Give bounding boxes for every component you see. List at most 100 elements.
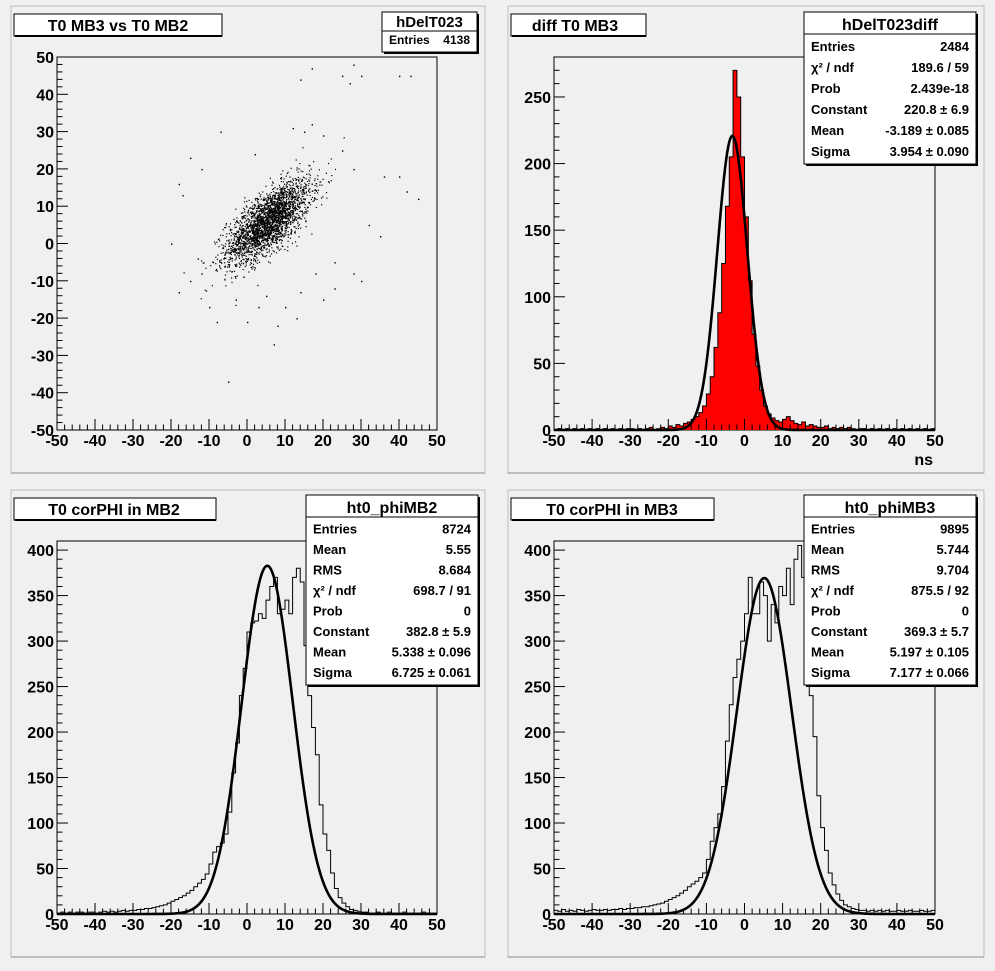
- scatter-point: [253, 267, 255, 269]
- scatter-point: [296, 169, 298, 171]
- scatter-point: [260, 235, 262, 238]
- scatter-point: [256, 223, 258, 225]
- scatter-point: [319, 181, 321, 183]
- y-tick-label: 0: [542, 907, 551, 924]
- scatter-point: [268, 261, 270, 263]
- scatter-point: [229, 230, 232, 232]
- scatter-point: [301, 189, 304, 191]
- scatter-point: [291, 199, 293, 201]
- scatter-point: [281, 202, 284, 204]
- scatter-point: [299, 178, 301, 180]
- scatter-point: [283, 206, 285, 208]
- scatter-outlier: [190, 157, 192, 160]
- scatter-point: [219, 265, 221, 267]
- scatter-point: [259, 242, 261, 244]
- scatter-point: [316, 185, 318, 187]
- scatter-point: [272, 241, 274, 243]
- scatter-point: [284, 196, 286, 198]
- scatter-point: [251, 232, 253, 234]
- scatter-point: [279, 213, 281, 215]
- scatter-point: [239, 247, 241, 249]
- scatter-point: [259, 210, 261, 212]
- histogram-bar: [759, 390, 764, 430]
- scatter-point: [252, 207, 254, 209]
- scatter-point: [282, 199, 284, 201]
- scatter-point: [299, 182, 301, 184]
- scatter-point: [299, 210, 301, 213]
- scatter-outlier: [277, 325, 279, 327]
- scatter-point: [276, 193, 278, 195]
- scatter-point: [268, 244, 270, 246]
- scatter-point: [229, 223, 232, 225]
- scatter-point: [253, 232, 255, 234]
- stats-row-label: Sigma: [313, 665, 353, 680]
- scatter-point: [322, 196, 324, 198]
- scatter-point: [270, 221, 272, 224]
- scatter-point: [261, 207, 264, 210]
- scatter-point: [318, 169, 320, 171]
- scatter-point: [246, 248, 248, 250]
- y-tick-label: 40: [36, 87, 54, 104]
- histogram-bar: [729, 156, 734, 430]
- scatter-point: [265, 217, 267, 219]
- scatter-point: [265, 228, 267, 230]
- scatter-point: [274, 229, 276, 231]
- scatter-point: [270, 197, 272, 199]
- scatter-point: [256, 230, 258, 232]
- histogram-bar: [694, 416, 700, 430]
- scatter-point: [289, 207, 291, 209]
- scatter-point: [276, 246, 278, 248]
- scatter-point: [268, 202, 270, 204]
- scatter-point: [278, 196, 280, 198]
- scatter-point: [290, 180, 292, 182]
- scatter-point: [245, 233, 247, 235]
- scatter-point: [224, 278, 226, 280]
- x-tick-label: -10: [695, 433, 718, 450]
- scatter-point: [248, 247, 250, 249]
- scatter-point: [258, 192, 260, 194]
- scatter-point: [285, 208, 287, 211]
- scatter-point: [278, 205, 280, 208]
- scatter-point: [287, 223, 290, 225]
- y-tick-label: 400: [27, 543, 54, 560]
- scatter-point: [292, 192, 294, 194]
- scatter-point: [260, 211, 262, 213]
- scatter-point: [263, 204, 265, 206]
- scatter-point: [263, 233, 265, 235]
- scatter-point: [257, 245, 259, 247]
- scatter-point: [263, 239, 265, 242]
- scatter-point: [281, 189, 283, 191]
- scatter-point: [273, 197, 276, 199]
- scatter-point: [289, 213, 291, 215]
- y-tick-label: 250: [524, 680, 551, 697]
- scatter-point: [269, 224, 271, 226]
- scatter-point: [234, 259, 236, 261]
- scatter-point: [284, 227, 286, 229]
- scatter-point: [261, 237, 264, 239]
- scatter-point: [267, 217, 269, 219]
- scatter-point: [274, 194, 276, 197]
- histogram-bar: [813, 426, 818, 430]
- scatter-point: [258, 213, 260, 215]
- scatter-point: [231, 245, 233, 247]
- scatter-point: [257, 237, 259, 239]
- scatter-point: [247, 210, 250, 212]
- scatter-point: [278, 212, 280, 214]
- scatter-point: [314, 184, 316, 187]
- scatter-point: [290, 232, 292, 234]
- scatter-point: [277, 218, 279, 221]
- scatter-point: [292, 194, 294, 196]
- scatter-point: [235, 277, 237, 279]
- scatter-point: [288, 201, 290, 203]
- scatter-point: [274, 219, 276, 221]
- scatter-point: [257, 199, 259, 201]
- x-tick-label: 50: [428, 917, 446, 934]
- scatter-point: [276, 233, 278, 235]
- scatter-point: [280, 215, 282, 217]
- scatter-point: [220, 268, 222, 270]
- scatter-point: [255, 237, 257, 239]
- scatter-point: [250, 225, 252, 227]
- y-tick-label: 300: [27, 634, 54, 651]
- scatter-point: [254, 241, 256, 243]
- stats-row-label: Mean: [811, 645, 844, 660]
